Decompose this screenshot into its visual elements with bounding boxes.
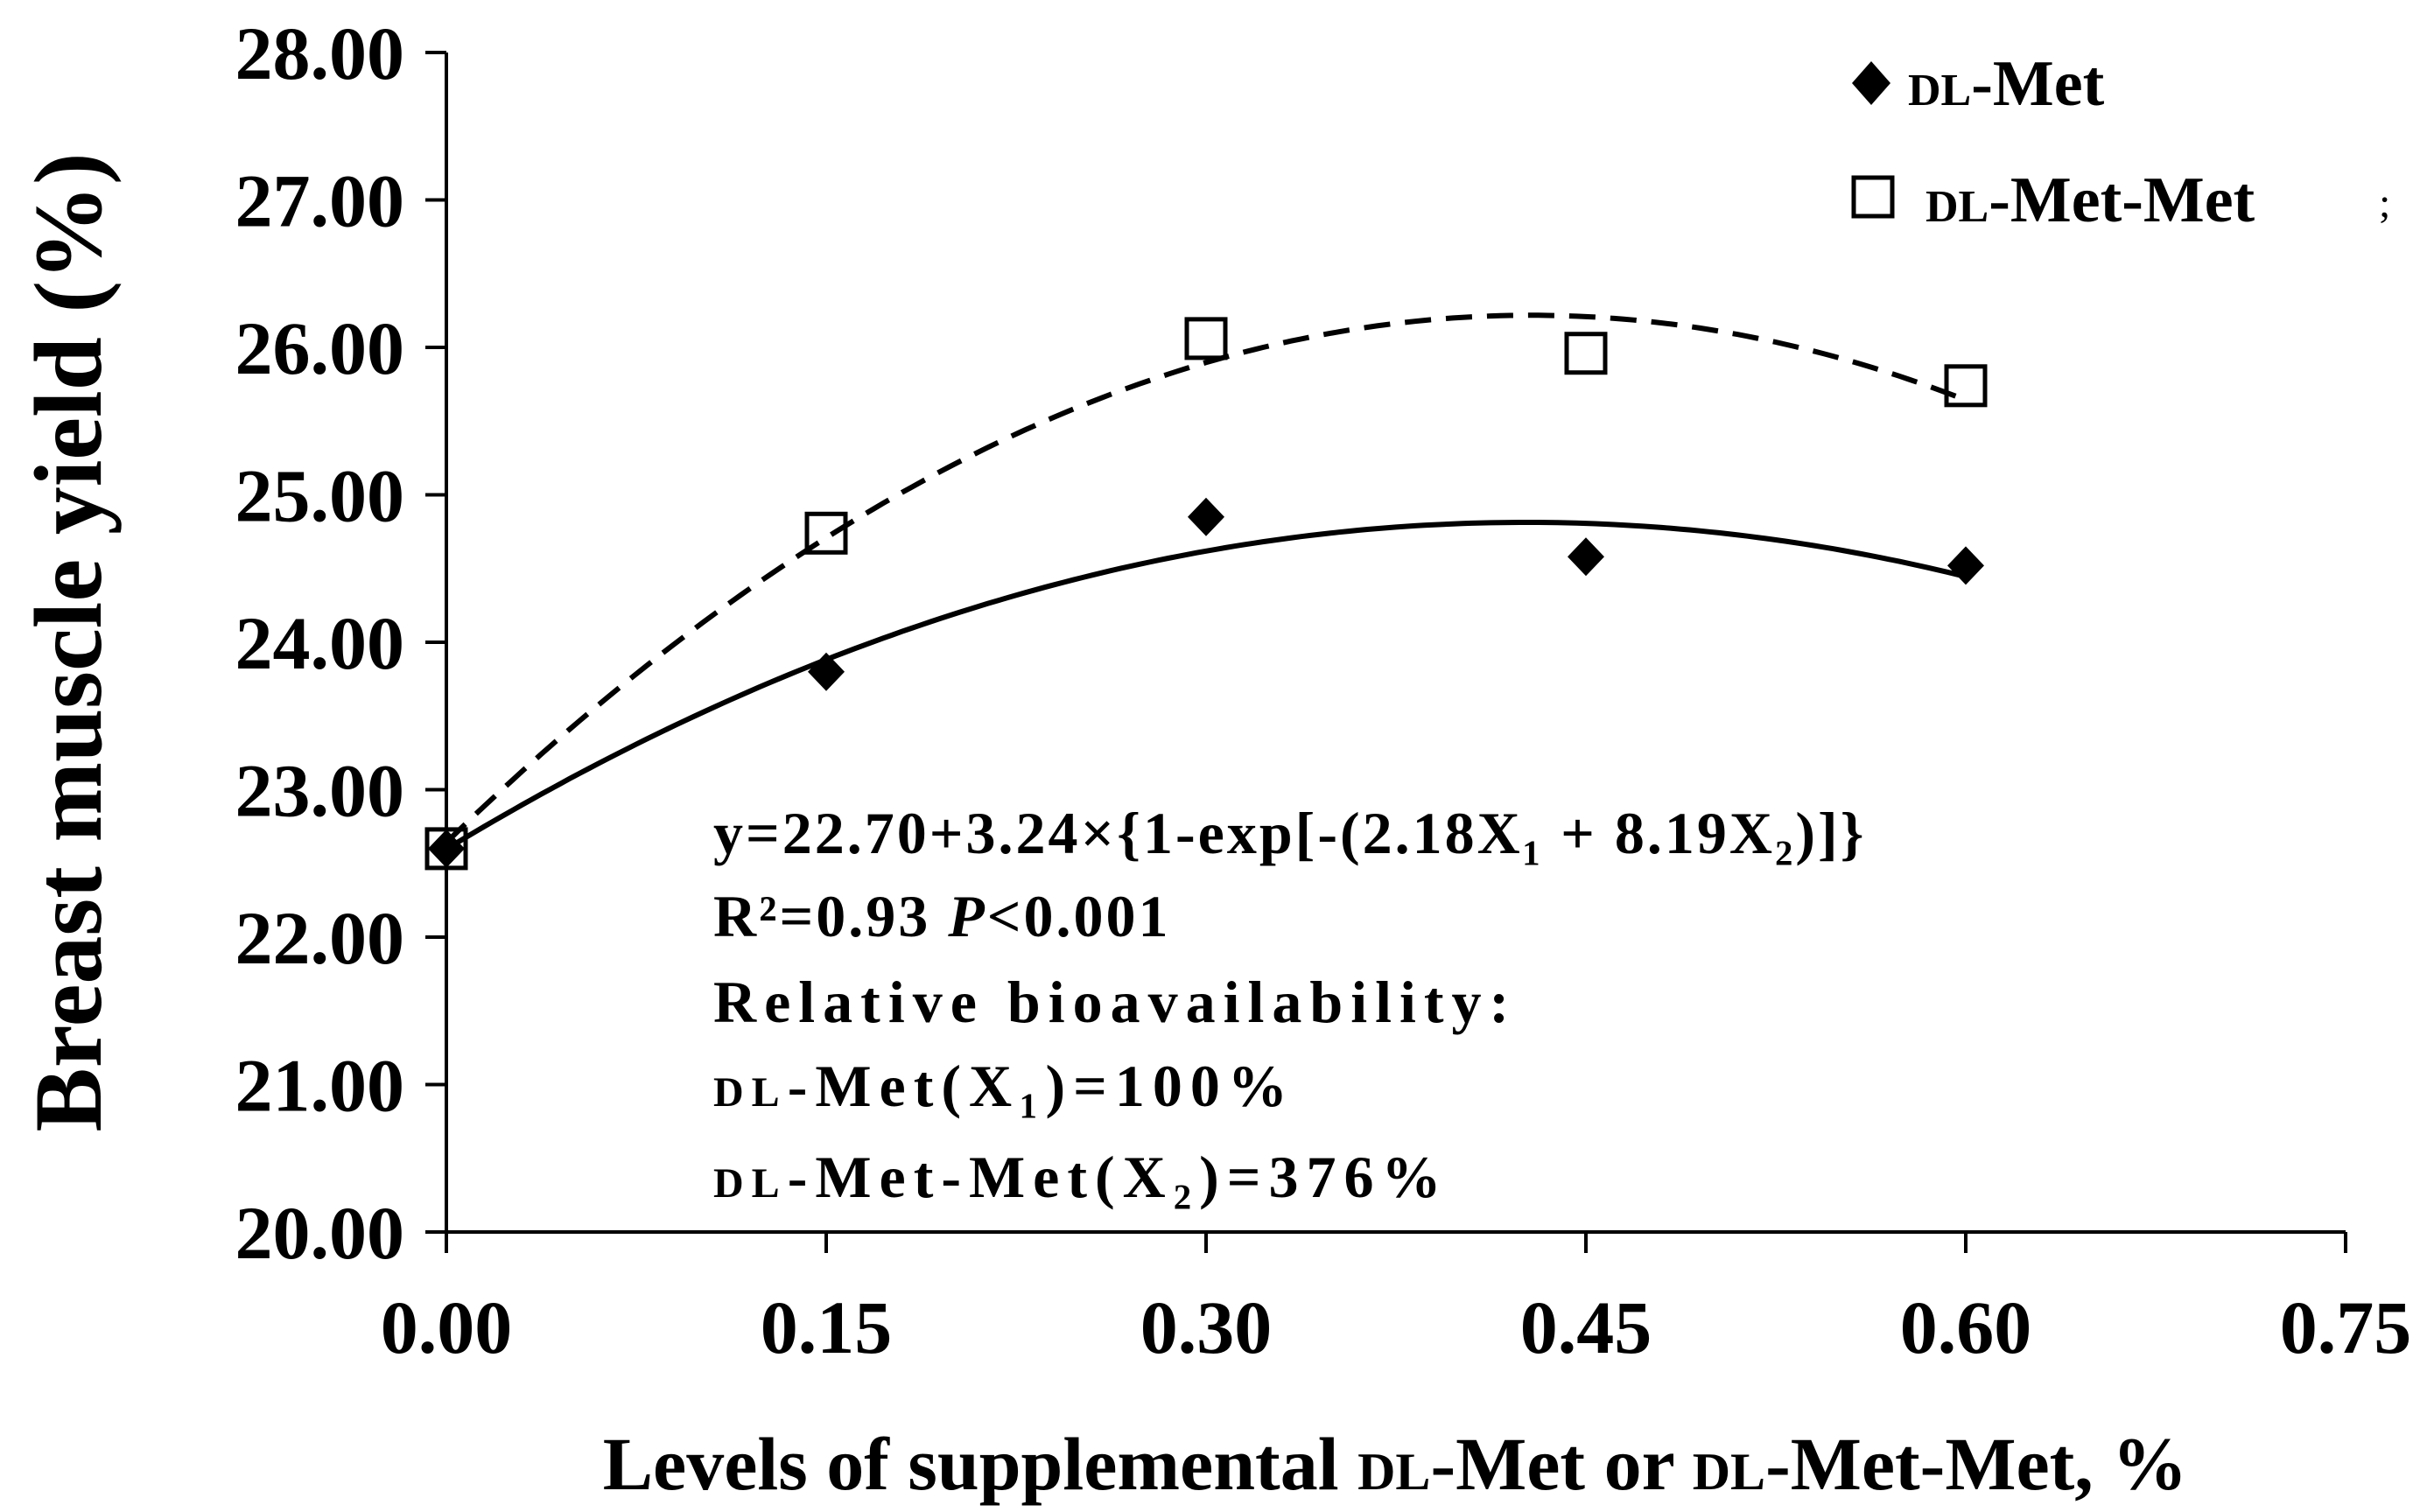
x-tick-label: 0.30 <box>1140 1285 1273 1369</box>
x-tick-label: 0.00 <box>381 1285 513 1369</box>
dl-met-met-point <box>804 511 848 555</box>
y-tick-label: 28.00 <box>235 11 405 95</box>
y-tick-label: 23.00 <box>235 749 405 833</box>
legend-dl-met-prefix: dl <box>1908 48 1971 120</box>
y-tick-label: 24.00 <box>235 601 405 685</box>
x-tick-label: 0.15 <box>761 1285 893 1369</box>
dl-met-fit-curve <box>445 520 1967 851</box>
y-tick-label: 25.00 <box>235 454 405 538</box>
bioavailability-title: Relative bioavailability: <box>713 969 1517 1035</box>
legend-dl-met-met-suffix: -Met-Met <box>1989 164 2255 236</box>
legend-marker-dl-met-met <box>1851 175 1895 219</box>
dl-met-met-point <box>1184 317 1228 360</box>
legend-stray-mark: ; <box>2379 180 2390 227</box>
bioavailability-dl-met-met-body: -Met-Met(X₂)=376% <box>788 1144 1449 1210</box>
y-tick-label: 21.00 <box>235 1044 405 1128</box>
p-value: <0.001 <box>987 883 1171 949</box>
legend-label-dl-met-met: dl-Met-Met <box>1925 164 2255 236</box>
y-tick-label: 27.00 <box>235 159 405 243</box>
dl-met-point <box>808 652 845 691</box>
bioavailability-dl-met-met: dl-Met-Met(X₂)=376% <box>713 1144 1449 1210</box>
y-ticks: 20.00 21.00 22.00 23.00 24.00 25.00 26.00 27.00… <box>235 11 446 1275</box>
dl-met-point <box>428 829 465 868</box>
dl-met-met-points <box>424 317 1988 871</box>
bioavailability-dl-met-prefix: dl <box>713 1053 788 1119</box>
legend-dl-met-met-prefix: dl <box>1925 164 1989 236</box>
x-axis-title-part: -Met-Met, % <box>1765 1422 2187 1506</box>
legend-label-dl-met: dl-Met <box>1908 48 2105 120</box>
regression-equation: y=22.70+3.24×{1-exp[-(2.18X₁ + 8.19X₂)]} <box>713 800 1866 866</box>
dl-met-met-fit-curve <box>444 312 1968 844</box>
legend-marker-dl-met <box>1852 61 1890 105</box>
x-tick-label: 0.75 <box>2280 1285 2412 1369</box>
x-axis-title-part: Levels of supplemental <box>603 1422 1357 1506</box>
bioavailability-dl-met-met-prefix: dl <box>713 1144 788 1210</box>
legend-dl-met-suffix: -Met <box>1971 48 2104 120</box>
regression-annotation: y=22.70+3.24×{1-exp[-(2.18X₁ + 8.19X₂)]}… <box>713 800 1866 1210</box>
r-squared-text: R²=0.93 <box>713 883 948 949</box>
x-axis-title-part: dl <box>1357 1422 1430 1506</box>
x-tick-label: 0.45 <box>1520 1285 1652 1369</box>
dl-met-points <box>428 497 1984 868</box>
x-axis-title: Levels of supplemental dl-Met or dl-Met-… <box>603 1422 2188 1506</box>
y-axis-title: Breast muscle yield (%) <box>15 152 122 1131</box>
x-axis-title-part: -Met or <box>1430 1422 1692 1506</box>
bioavailability-dl-met-body: -Met(X₁)=100% <box>788 1053 1295 1119</box>
y-tick-label: 22.00 <box>235 896 405 980</box>
x-ticks: 0.00 0.15 0.30 0.45 0.60 0.75 <box>381 1232 2412 1369</box>
p-label: P <box>947 883 987 949</box>
bioavailability-dl-met: dl-Met(X₁)=100% <box>713 1053 1295 1119</box>
x-tick-label: 0.60 <box>1900 1285 2032 1369</box>
dl-met-met-point <box>424 827 468 871</box>
fit-curves <box>444 312 1968 851</box>
dl-met-met-point <box>1944 364 1988 408</box>
dl-met-met-point <box>1564 332 1608 375</box>
dl-met-point <box>1568 537 1604 577</box>
y-tick-label: 26.00 <box>235 306 405 390</box>
dl-met-point <box>1188 497 1224 536</box>
y-tick-label: 20.00 <box>235 1191 405 1275</box>
x-axis-title-part: dl <box>1693 1422 1765 1506</box>
dl-met-point <box>1947 546 1984 585</box>
r-squared-p-value: R²=0.93 P<0.001 <box>713 883 1171 949</box>
legend: dl-Met dl-Met-Met ; <box>1851 48 2390 236</box>
